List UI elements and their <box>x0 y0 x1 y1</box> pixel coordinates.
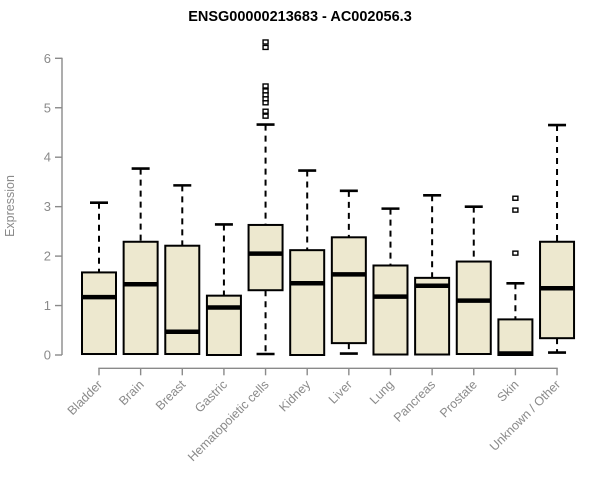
x-category-label: Liver <box>326 378 355 407</box>
x-category-label: Unknown / Other <box>487 378 563 454</box>
iqr-box <box>372 264 409 356</box>
boxplot-liver <box>330 189 367 355</box>
boxplot-gastric <box>205 223 242 357</box>
y-axis-label: Expression <box>3 175 17 237</box>
y-tick-label: 2 <box>44 249 51 264</box>
iqr-box <box>205 294 242 357</box>
outlier-point <box>262 113 269 119</box>
outlier-point <box>262 100 269 106</box>
chart-title: ENSG00000213683 - AC002056.3 <box>188 9 412 25</box>
boxplot-series <box>81 39 576 357</box>
x-category-label: Kidney <box>276 377 313 414</box>
boxplot-brain <box>122 167 159 356</box>
boxplot-kidney <box>289 169 326 356</box>
iqr-box <box>247 223 284 292</box>
boxplot-prostate <box>455 205 492 356</box>
outlier-point <box>512 207 519 213</box>
y-tick-label: 4 <box>44 150 51 165</box>
iqr-box <box>414 276 451 356</box>
outlier-point <box>512 250 519 256</box>
iqr-box <box>289 249 326 356</box>
x-category-label: Hematopoietic cells <box>185 378 272 465</box>
x-category-label: Lung <box>367 377 397 407</box>
y-tick-label: 5 <box>44 100 51 115</box>
x-category-label: Bladder <box>65 378 105 418</box>
iqr-box <box>164 244 201 356</box>
boxplot-breast <box>164 184 201 356</box>
outlier-point <box>262 83 269 89</box>
x-category-label: Pancreas <box>391 378 438 425</box>
outlier-point <box>262 44 269 51</box>
boxplot-bladder <box>81 201 117 356</box>
outlier-point <box>262 39 269 45</box>
boxplot-skin <box>497 195 534 356</box>
y-tick-label: 3 <box>44 199 51 214</box>
y-tick-label: 1 <box>44 298 51 313</box>
x-category-label: Brain <box>116 377 147 408</box>
boxplot-pancreas <box>414 193 451 356</box>
y-tick-label: 6 <box>44 51 51 66</box>
boxplot-lung <box>372 207 409 356</box>
iqr-box <box>455 260 492 356</box>
x-category-label: Breast <box>153 377 189 413</box>
x-category-label: Gastric <box>192 378 230 416</box>
outlier-point <box>512 195 519 201</box>
y-tick-label: 0 <box>44 348 51 363</box>
iqr-box <box>497 318 534 356</box>
outlier-point <box>262 108 269 114</box>
boxplot-hematopoietic-cells <box>247 39 284 356</box>
iqr-box <box>81 271 117 356</box>
x-category-label: Prostate <box>437 377 480 420</box>
iqr-box <box>122 240 159 356</box>
x-category-label: Skin <box>494 377 521 404</box>
boxplot-unknown-other <box>539 123 576 354</box>
iqr-box <box>330 236 367 345</box>
